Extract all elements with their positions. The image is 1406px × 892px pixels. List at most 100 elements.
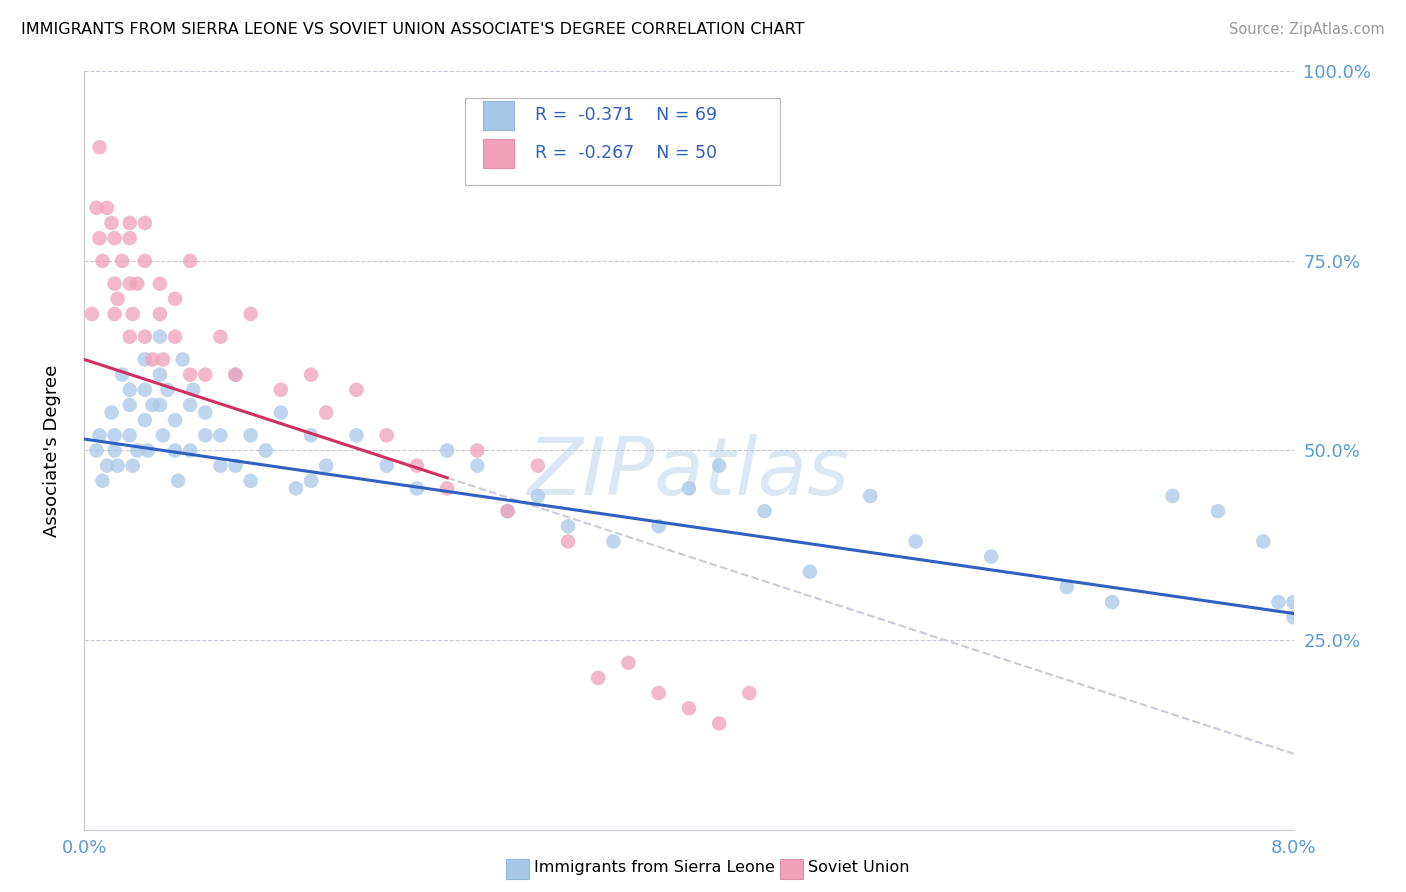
Point [209,428,232,442]
Text: Immigrants from Sierra Leone: Immigrants from Sierra Leone [534,860,775,874]
Point [136,443,159,458]
Point [89,231,111,245]
Point [406,458,429,473]
Point [179,443,201,458]
Point [648,686,671,700]
Text: R =  -0.267    N = 50: R = -0.267 N = 50 [536,145,717,162]
Point [648,519,671,533]
Point [172,352,194,367]
Point [678,482,700,496]
Point [156,383,179,397]
Point [121,307,143,321]
Point [100,216,122,230]
Point [118,398,141,412]
Point [467,443,489,458]
Point [1282,595,1305,609]
Point [406,482,429,496]
Point [96,201,118,215]
Y-axis label: Associate's Degree: Associate's Degree [42,364,60,537]
Point [118,330,141,344]
Point [89,140,111,154]
Point [181,383,204,397]
Point [315,405,337,420]
Point [152,428,174,442]
Point [1206,504,1229,518]
Point [80,307,103,321]
Point [141,398,163,412]
Point [165,413,187,427]
Point [557,534,579,549]
Point [86,201,108,215]
Point [225,368,247,382]
Point [285,482,308,496]
Point [754,504,776,518]
Point [149,398,172,412]
Point [100,405,122,420]
Point [179,253,201,268]
Point [149,330,172,344]
Point [496,504,519,518]
Point [436,482,458,496]
Point [111,253,134,268]
Point [134,352,156,367]
Point [315,458,337,473]
Point [496,504,519,518]
Point [118,383,141,397]
Point [1282,610,1305,624]
Point [375,428,398,442]
Text: R =  -0.371    N = 69: R = -0.371 N = 69 [536,106,717,124]
Point [799,565,821,579]
Point [225,458,247,473]
FancyBboxPatch shape [484,101,513,129]
Point [709,716,731,731]
Point [436,443,458,458]
Point [239,428,262,442]
Point [194,368,217,382]
Point [617,656,640,670]
Point [194,428,217,442]
Point [588,671,610,685]
Point [194,405,217,420]
Point [346,428,368,442]
Point [167,474,190,488]
Point [299,368,322,382]
Point [179,368,201,382]
Point [709,458,731,473]
Point [254,443,277,458]
Point [91,474,114,488]
Point [738,686,761,700]
Point [134,216,156,230]
Point [678,701,700,715]
Point [1253,534,1275,549]
Text: IMMIGRANTS FROM SIERRA LEONE VS SOVIET UNION ASSOCIATE'S DEGREE CORRELATION CHAR: IMMIGRANTS FROM SIERRA LEONE VS SOVIET U… [21,22,804,37]
Point [165,292,187,306]
Point [346,383,368,397]
Text: Soviet Union: Soviet Union [808,860,910,874]
Point [134,413,156,427]
Point [89,428,111,442]
Point [149,277,172,291]
Point [104,277,127,291]
Point [1267,595,1289,609]
Point [527,458,550,473]
Point [104,428,127,442]
Point [165,330,187,344]
Point [239,307,262,321]
Point [527,489,550,503]
Point [904,534,927,549]
Point [104,443,127,458]
Point [149,368,172,382]
Point [86,443,108,458]
FancyBboxPatch shape [484,139,513,168]
Point [149,307,172,321]
Point [557,519,579,533]
Point [118,216,141,230]
Point [107,292,129,306]
Point [121,458,143,473]
Point [118,277,141,291]
Text: ZIPatlas: ZIPatlas [527,434,851,512]
Point [209,458,232,473]
Point [859,489,882,503]
Point [980,549,1002,564]
Point [107,458,129,473]
